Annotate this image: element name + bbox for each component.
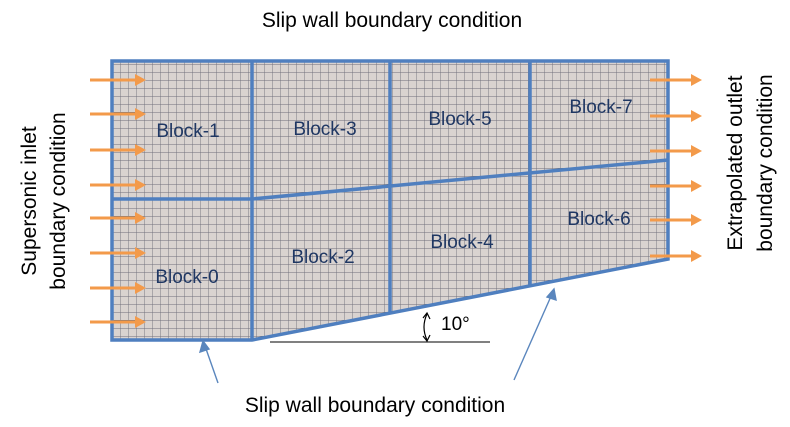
outflow-arrows xyxy=(650,74,702,262)
block-label-2: Block-2 xyxy=(291,247,354,268)
outlet-label-line2: boundary condition xyxy=(754,74,777,251)
top-wall-label: Slip wall boundary condition xyxy=(262,9,522,32)
bottom-wall-pointer-2 xyxy=(513,293,553,381)
angle-arrow-icon xyxy=(422,311,431,343)
outlet-label-line1: Extrapolated outlet xyxy=(724,75,747,250)
right-arrow-icon xyxy=(650,250,702,262)
block-label-0: Block-0 xyxy=(155,267,218,288)
right-arrow-icon xyxy=(90,74,146,86)
inlet-label-line1: Supersonic inlet xyxy=(18,126,41,276)
block-label-4: Block-4 xyxy=(430,232,494,253)
bottom-wall-pointer-1 xyxy=(204,345,219,384)
right-arrow-icon xyxy=(650,110,702,122)
angle-label: 10° xyxy=(441,314,470,335)
right-arrow-icon xyxy=(650,74,702,86)
right-arrow-icon xyxy=(90,282,146,294)
right-arrow-icon xyxy=(650,145,702,157)
right-arrow-icon xyxy=(90,212,146,224)
pointer-1-arrowhead xyxy=(198,339,211,354)
block-boundaries xyxy=(110,59,670,342)
domain-outline xyxy=(110,59,670,342)
block-label-1: Block-1 xyxy=(156,121,219,142)
right-arrow-icon xyxy=(90,108,146,120)
inflow-arrows xyxy=(90,74,146,328)
block-label-5: Block-5 xyxy=(428,109,491,130)
block-label-3: Block-3 xyxy=(293,119,356,140)
block-divider-h xyxy=(112,158,669,201)
bottom-wall-label: Slip wall boundary condition xyxy=(245,394,505,417)
block-label-6: Block-6 xyxy=(567,209,630,230)
right-arrow-icon xyxy=(90,144,146,156)
right-arrow-icon xyxy=(90,179,146,191)
pointer-2-arrowhead xyxy=(545,287,557,302)
right-arrow-icon xyxy=(650,180,702,192)
inlet-label-line2: boundary condition xyxy=(47,112,70,289)
right-arrow-icon xyxy=(90,247,146,259)
right-arrow-icon xyxy=(90,316,146,328)
block-label-7: Block-7 xyxy=(569,97,632,118)
right-arrow-icon xyxy=(650,214,702,226)
